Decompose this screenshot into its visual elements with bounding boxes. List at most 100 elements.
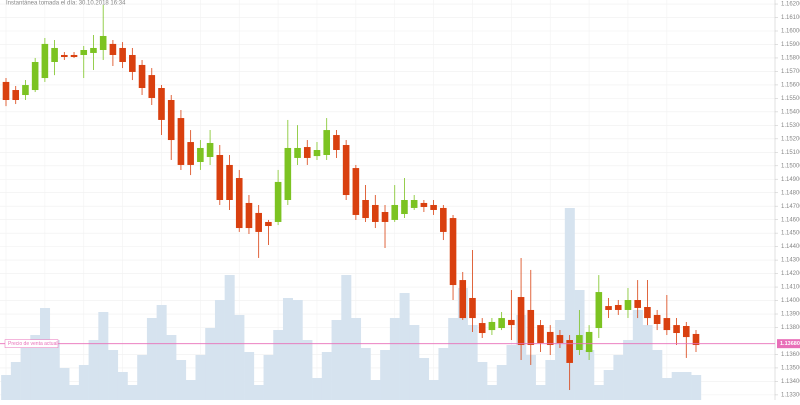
candle-body	[605, 306, 612, 310]
candle-body	[245, 202, 253, 229]
volume-bar	[351, 318, 362, 400]
candle-body	[41, 43, 49, 79]
volume-bar	[214, 300, 225, 400]
candle-body	[158, 88, 165, 120]
volume-bar	[156, 305, 167, 400]
candle-body	[70, 54, 78, 58]
candle-body	[109, 43, 117, 55]
volume-bar	[341, 275, 352, 400]
y-tick-label: 1.16200	[781, 2, 800, 8]
candle-body	[12, 90, 20, 100]
candle-body	[381, 211, 389, 222]
candle-body	[51, 47, 58, 62]
volume-bar	[117, 372, 128, 400]
volume-bar	[380, 350, 391, 400]
candle-body	[177, 118, 185, 165]
y-tick-label: 1.13900	[781, 312, 800, 318]
candle-body	[129, 54, 136, 72]
volume-bar	[137, 355, 148, 400]
candle-body	[342, 145, 350, 196]
candle-body	[333, 135, 340, 150]
volume-bar	[496, 365, 507, 400]
volume-bar	[253, 385, 264, 400]
volume-bar	[1, 375, 12, 400]
candle-body	[517, 297, 525, 346]
volume-bar	[467, 325, 478, 400]
volume-bar	[282, 298, 293, 400]
y-tick-label: 1.14200	[781, 271, 800, 277]
volume-bar	[146, 318, 157, 400]
current-price-name-box	[4, 339, 59, 348]
volume-bar	[389, 318, 400, 400]
y-tick-label: 1.15500	[781, 96, 800, 102]
y-tick-label: 1.13400	[781, 379, 800, 385]
candle-body	[22, 85, 29, 96]
y-tick-label: 1.15800	[781, 56, 800, 62]
candle-body	[313, 150, 321, 157]
candle-body	[459, 280, 467, 319]
candle-body	[614, 304, 622, 310]
volume-bar	[224, 275, 235, 400]
volume-bar	[49, 340, 60, 400]
volume-bar	[691, 375, 702, 400]
volume-bar	[525, 355, 536, 400]
volume-bar	[448, 318, 459, 400]
candle-body	[576, 335, 583, 350]
current-price-label-box	[777, 339, 800, 349]
candle-body	[61, 54, 68, 58]
volume-bar	[176, 360, 187, 400]
y-tick-label: 1.15300	[781, 123, 800, 129]
volume-bar	[584, 350, 595, 400]
candle-body	[31, 61, 39, 91]
candle-body	[546, 331, 554, 346]
y-tick-label: 1.15000	[781, 163, 800, 169]
candle-body	[634, 300, 641, 308]
candle-body	[167, 100, 175, 141]
volume-bar	[205, 328, 216, 400]
candle-body	[682, 326, 690, 338]
volume-layer	[1, 208, 702, 400]
volume-bar	[419, 358, 430, 400]
y-tick-label: 1.14400	[781, 244, 800, 250]
volume-bar	[593, 385, 604, 400]
candle-body	[478, 323, 486, 334]
volume-bar	[10, 362, 21, 400]
volume-bar	[108, 350, 119, 400]
y-tick-label: 1.15400	[781, 109, 800, 115]
candle-body	[274, 181, 282, 222]
candle-body	[294, 147, 301, 158]
volume-bar	[30, 335, 41, 400]
candle-body	[362, 200, 369, 219]
y-tick-label: 1.14600	[781, 217, 800, 223]
y-tick-label: 1.13300	[781, 392, 800, 398]
volume-bar	[555, 320, 566, 400]
volume-bar	[477, 362, 488, 400]
volume-bar	[360, 348, 371, 400]
candle-body	[138, 64, 146, 89]
y-tick-label: 1.14000	[781, 298, 800, 304]
volume-bar	[292, 300, 303, 400]
candle-body	[99, 35, 107, 50]
volume-bar	[127, 385, 138, 400]
candle-body	[371, 204, 379, 222]
y-tick-label: 1.15200	[781, 136, 800, 142]
volume-bar	[244, 352, 255, 400]
volume-bar	[487, 385, 498, 400]
volume-bar	[632, 310, 643, 400]
volume-bar	[506, 345, 517, 400]
candle-body	[653, 314, 661, 324]
candle-body	[303, 147, 311, 158]
volume-bar	[166, 335, 177, 400]
y-tick-label: 1.14300	[781, 258, 800, 264]
volume-bar	[652, 350, 663, 400]
volume-bar	[642, 325, 653, 400]
candle-body	[216, 154, 224, 200]
volume-bar	[409, 325, 420, 400]
volume-bar	[40, 308, 51, 400]
candle-body	[527, 309, 535, 346]
current-price-name: Precio de venta actual	[8, 341, 57, 347]
y-tick-label: 1.13500	[781, 366, 800, 372]
volume-bar	[321, 352, 332, 400]
y-tick-label: 1.14800	[781, 190, 800, 196]
